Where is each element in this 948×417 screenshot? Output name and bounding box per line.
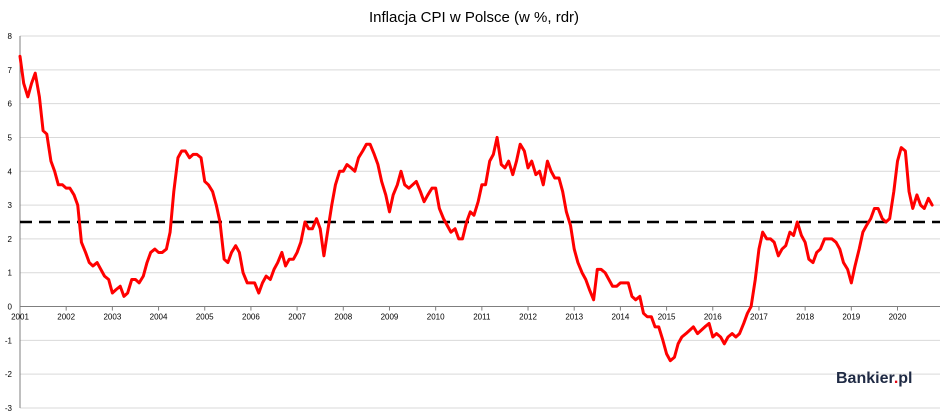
x-axis-ticks: 2001 2002 2003 2004 2005 2006 2007 2008 2009 2010… [11,313,907,322]
x-tick-label: 2015 [658,313,676,322]
y-axis-ticks: -3 -2 -1 0 1 2 3 4 5 6 7 8 [5,32,13,413]
x-tick-label: 2008 [334,313,352,322]
x-tick-label: 2006 [242,313,260,322]
x-tick-label: 2017 [750,313,768,322]
x-tick-label: 2003 [103,313,121,322]
x-tick-label: 2011 [473,313,491,322]
y-tick-label: 3 [8,201,13,210]
svg-text:Bankier.pl: Bankier.pl [836,370,912,387]
y-tick-label: -3 [5,404,13,413]
y-tick-label: 1 [8,269,13,278]
x-tick-label: 2013 [565,313,583,322]
y-tick-label: 0 [8,303,13,312]
y-tick-label: 4 [8,167,13,176]
bankier-logo: Bankier.pl [836,370,912,387]
x-tick-label: 2004 [150,313,168,322]
x-tick-label: 2009 [381,313,399,322]
x-tick-label: 2016 [704,313,722,322]
logo-text-dot: . [894,370,898,387]
y-tick-label: 6 [8,100,13,109]
series-line-cpi [18,54,934,363]
y-tick-label: -1 [5,336,13,345]
x-tick-label: 2005 [196,313,214,322]
x-tick-label: 2010 [427,313,445,322]
x-tick-label: 2018 [796,313,814,322]
x-tick-label: 2007 [288,313,306,322]
x-tick-label: 2012 [519,313,537,322]
x-tick-label: 2002 [57,313,75,322]
y-tick-label: -2 [5,370,13,379]
y-tick-label: 7 [8,66,13,75]
x-tick-label: 2020 [889,313,907,322]
y-tick-label: 2 [8,235,13,244]
x-tick-label: 2014 [612,313,630,322]
gridlines [20,35,940,409]
y-tick-label: 8 [8,32,13,41]
x-tick-label: 2001 [11,313,29,322]
logo-text-tld: pl [898,370,912,387]
x-tick-label: 2019 [842,313,860,322]
logo-text-main: Bankier [836,370,894,387]
chart-title: Inflacja CPI w Polsce (w %, rdr) [369,9,579,26]
y-tick-label: 5 [8,133,13,142]
